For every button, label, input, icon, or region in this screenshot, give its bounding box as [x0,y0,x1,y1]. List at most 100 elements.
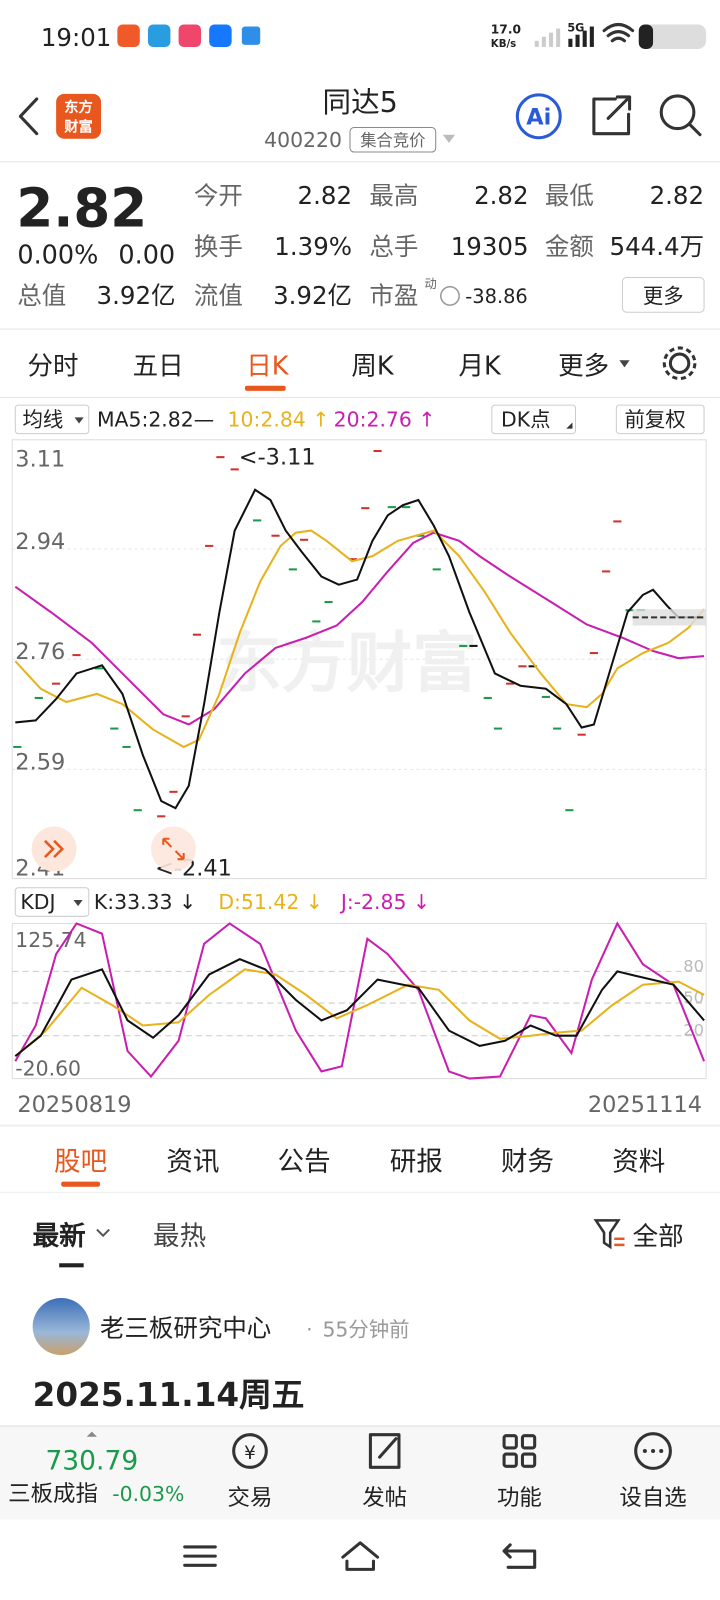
more-button[interactable] [621,277,705,313]
nav-home[interactable] [341,1541,380,1571]
pe-info-icon[interactable] [440,285,460,306]
y-tick-label: 3.11 [15,446,65,472]
back-button[interactable] [18,97,39,136]
logo-text: 财富 [64,118,93,136]
dk-button[interactable] [491,404,577,435]
field-label: 金额 [545,232,594,261]
battery [638,24,707,49]
index-change: -0.03% [112,1482,184,1506]
filter-icon [593,1219,621,1250]
more-button-label: 更多 [643,284,684,308]
pe-value: -38.86 [465,285,527,308]
filter-icon-accent [614,1237,625,1247]
ai-button[interactable] [515,93,562,140]
chart-tab-active[interactable]: 日K [246,351,290,381]
settings-button[interactable] [668,352,691,374]
function-icon [502,1434,537,1468]
expand-button[interactable] [151,826,196,872]
battery-level [638,24,654,49]
bottom-item[interactable]: 交易 [228,1485,273,1511]
d-legend: D:51.42 ↓ [218,890,323,914]
app-icon [178,24,202,47]
index-value[interactable]: 730.79 [45,1445,138,1476]
search-button[interactable] [659,94,696,131]
bottom-item[interactable]: 发帖 [362,1485,407,1511]
chart-tab[interactable]: 分时 [28,351,79,381]
chevron [96,1228,110,1238]
expand-arrow [86,1431,97,1437]
dot [642,1448,647,1454]
network-type: 5G [567,22,584,35]
field-value: 19305 [451,232,529,261]
kdj-level: 50 [683,988,704,1007]
ma20-line [14,531,705,726]
section-tab-active[interactable]: 股吧 [54,1146,107,1177]
y-tick-label: 2.94 [15,529,65,555]
pe-label: 市盈 [369,281,418,310]
bottom-item[interactable]: 设自选 [619,1485,686,1511]
post-author[interactable]: 老三板研究中心 [100,1314,271,1343]
bottom-item[interactable]: 功能 [497,1485,542,1511]
chart-tab[interactable]: 五日 [133,351,184,381]
field-value: 1.39% [274,232,352,261]
change: 0.00 [118,240,175,270]
y-tick-label: 2.59 [15,749,65,775]
chart-tab[interactable]: 周K [351,351,395,381]
grid [12,548,707,770]
trade-status: 集合竞价 [360,131,425,150]
share-button[interactable] [592,95,632,136]
section-tab[interactable]: 财务 [501,1146,554,1177]
nav-back[interactable] [502,1543,537,1569]
dropdown-arrow [619,360,630,368]
app-icon [147,24,171,47]
indicator-select[interactable] [14,887,90,917]
chart-tab[interactable]: 更多 [558,351,609,381]
start-date: 20250819 [17,1092,131,1118]
tab-underline [61,1181,100,1187]
kdj-level: 80 [683,956,704,975]
dropdown-arrow [73,899,83,907]
indicator-select[interactable] [14,404,90,435]
adjust-button[interactable] [615,404,705,435]
post-time: 55分钟前 [322,1318,409,1342]
kdj-bottom: -20.60 [15,1057,81,1081]
logo-text: 东方 [64,98,93,116]
kdj-name: KDJ [20,890,55,914]
section-tab[interactable]: 公告 [278,1146,331,1177]
app-icon [117,24,140,47]
scroll-icon [43,839,65,859]
change-pct: 0.00% [17,240,98,270]
kdj-top: 125.74 [15,928,86,952]
signal-1 [534,28,561,47]
filter-hot[interactable]: 最热 [153,1221,206,1252]
d-line [14,968,705,1057]
field-value: 3.92亿 [273,281,352,310]
separator-dot: · [306,1318,312,1342]
field-label: 换手 [194,232,243,261]
chart-tab[interactable]: 月K [458,351,502,381]
filter-all[interactable]: 全部 [633,1222,684,1252]
field-value: 544.4万 [610,232,705,261]
divider [0,1425,720,1427]
nav-menu[interactable] [183,1545,217,1567]
section-tab[interactable]: 资料 [612,1146,665,1177]
field-label: 今开 [194,181,243,210]
avatar[interactable] [32,1297,90,1356]
dk-label: DK点 [501,408,550,432]
filter-latest[interactable]: 最新 [33,1221,86,1252]
section-tab[interactable]: 研报 [390,1146,443,1177]
section-tab[interactable]: 资讯 [166,1146,219,1177]
field-label: 总值 [17,281,66,310]
net-speed: 17.0 [491,23,521,37]
pe-superscript: 动 [424,277,436,291]
ma20-legend: 20:2.76 ↑ [334,408,436,432]
y-tick-label: 2.76 [15,639,65,665]
divider [0,396,720,398]
dot [659,1448,664,1454]
kdj-lines [14,921,706,1080]
bottom-bar [0,1425,720,1520]
post-title[interactable]: 2025.11.14周五 [33,1376,305,1414]
field-label: 最高 [369,181,418,210]
